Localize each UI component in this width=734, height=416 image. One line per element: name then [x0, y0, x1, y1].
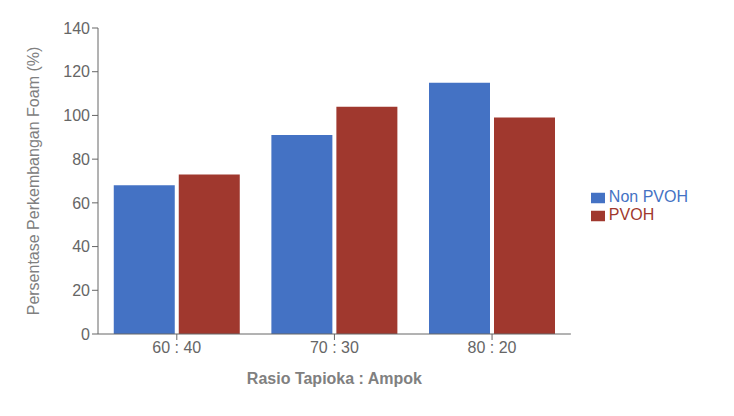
svg-text:70 : 30: 70 : 30: [310, 339, 359, 356]
svg-text:80 : 20: 80 : 20: [468, 339, 517, 356]
html-text:PVOH: PVOH: [608, 206, 655, 223]
svg-text:60 : 40: 60 : 40: [152, 339, 201, 356]
html-text:Non PVOH: Non PVOH: [608, 188, 688, 205]
svg-text:40: 40: [72, 238, 90, 255]
svg-text:20: 20: [72, 282, 90, 299]
svg-text:0: 0: [81, 326, 90, 343]
svg-text:Persentase Perkembangan Foam (: Persentase Perkembangan Foam (%): [25, 47, 42, 316]
svg-text:Rasio Tapioka : Ampok: Rasio Tapioka : Ampok: [247, 370, 422, 387]
svg-text:140: 140: [63, 20, 90, 37]
svg-text:120: 120: [63, 63, 90, 80]
svg-text:100: 100: [63, 107, 90, 124]
svg-text:60: 60: [72, 195, 90, 212]
svg-text:80: 80: [72, 151, 90, 168]
